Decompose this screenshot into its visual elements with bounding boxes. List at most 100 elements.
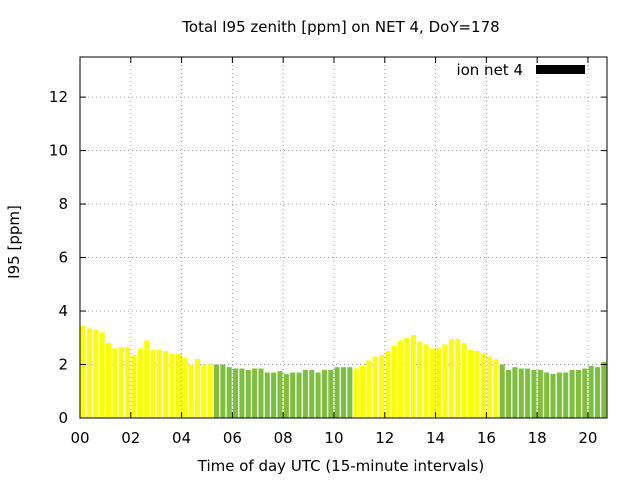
bar (283, 373, 289, 418)
bar (410, 335, 416, 418)
x-tick-label: 02 (121, 429, 140, 447)
bar (353, 368, 359, 418)
bar (366, 360, 372, 418)
bar (442, 344, 448, 418)
bar (448, 339, 454, 418)
bar (436, 348, 442, 418)
x-tick-label: 06 (223, 429, 242, 447)
bar (594, 367, 601, 418)
x-tick-label: 10 (324, 429, 343, 447)
bar (163, 351, 169, 418)
bar (144, 340, 150, 418)
bar (258, 368, 264, 418)
bar (315, 372, 321, 418)
bar (474, 351, 480, 418)
bar (99, 332, 105, 418)
bar (398, 340, 404, 418)
x-tick-label: 16 (477, 429, 496, 447)
y-tick-label: 0 (58, 409, 68, 427)
bar (93, 329, 99, 418)
bar (531, 369, 537, 418)
bar (518, 368, 524, 418)
bar (220, 364, 226, 418)
legend-swatch (536, 65, 585, 74)
bar (226, 367, 232, 418)
bar (137, 348, 143, 418)
grid (80, 57, 607, 418)
bar (188, 364, 194, 418)
x-tick-label: 18 (528, 429, 547, 447)
plot-border (79, 56, 608, 419)
bar (106, 343, 112, 418)
bar (467, 349, 474, 418)
legend: ion net 4 (456, 61, 585, 79)
bar (537, 369, 543, 418)
bar (150, 349, 156, 418)
y-tick-label: 8 (58, 195, 68, 213)
bar (512, 367, 518, 418)
bars (80, 325, 607, 418)
bar (80, 325, 86, 418)
bar (239, 368, 245, 418)
bar (213, 364, 220, 418)
bar (112, 348, 118, 418)
bar (131, 355, 137, 418)
y-tick-label: 10 (49, 142, 68, 160)
bar (379, 355, 385, 418)
bar (588, 365, 594, 418)
chart-title: Total I95 zenith [ppm] on NET 4, DoY=178 (181, 18, 499, 36)
x-axis-label: Time of day UTC (15-minute intervals) (197, 457, 484, 475)
bar (506, 369, 512, 418)
bar (182, 357, 188, 418)
bar (201, 364, 207, 418)
bar (391, 345, 397, 418)
bar (277, 371, 283, 418)
bar (487, 356, 493, 418)
bar (252, 368, 258, 418)
bar (233, 368, 239, 418)
bar (207, 364, 213, 418)
bar (417, 341, 423, 418)
bar (461, 343, 467, 418)
bar (385, 351, 391, 418)
y-axis-label: I95 [ppm] (5, 205, 23, 279)
bar (296, 372, 302, 418)
bar (480, 353, 486, 418)
bar (550, 373, 556, 418)
bar (563, 372, 569, 418)
bar (544, 372, 550, 418)
bar (118, 347, 124, 418)
y-tick-label: 2 (58, 356, 68, 374)
bar (347, 367, 353, 418)
x-tick-label: 12 (375, 429, 394, 447)
y-tick-label: 4 (58, 302, 68, 320)
bar (194, 359, 200, 418)
bar (525, 368, 531, 418)
legend-label: ion net 4 (456, 61, 523, 79)
x-tick-label: 08 (274, 429, 293, 447)
bar (125, 347, 131, 418)
x-tick-label: 20 (578, 429, 597, 447)
x-tick-label: 04 (172, 429, 191, 447)
bar (334, 367, 340, 418)
bar (372, 356, 378, 418)
bar (245, 369, 251, 418)
bar (429, 348, 435, 418)
bar (493, 359, 499, 418)
bar (423, 344, 429, 418)
bar (601, 361, 607, 418)
bar (169, 353, 175, 418)
bar (156, 349, 162, 418)
bar (404, 337, 410, 418)
bar (264, 372, 270, 418)
bar (556, 372, 562, 418)
bar (360, 365, 366, 418)
bar (271, 372, 277, 418)
bar (175, 353, 181, 418)
y-tick-label: 6 (58, 249, 68, 267)
bar (582, 368, 588, 418)
y-tick-label: 12 (49, 88, 68, 106)
bar (499, 364, 505, 418)
bar (455, 339, 461, 418)
